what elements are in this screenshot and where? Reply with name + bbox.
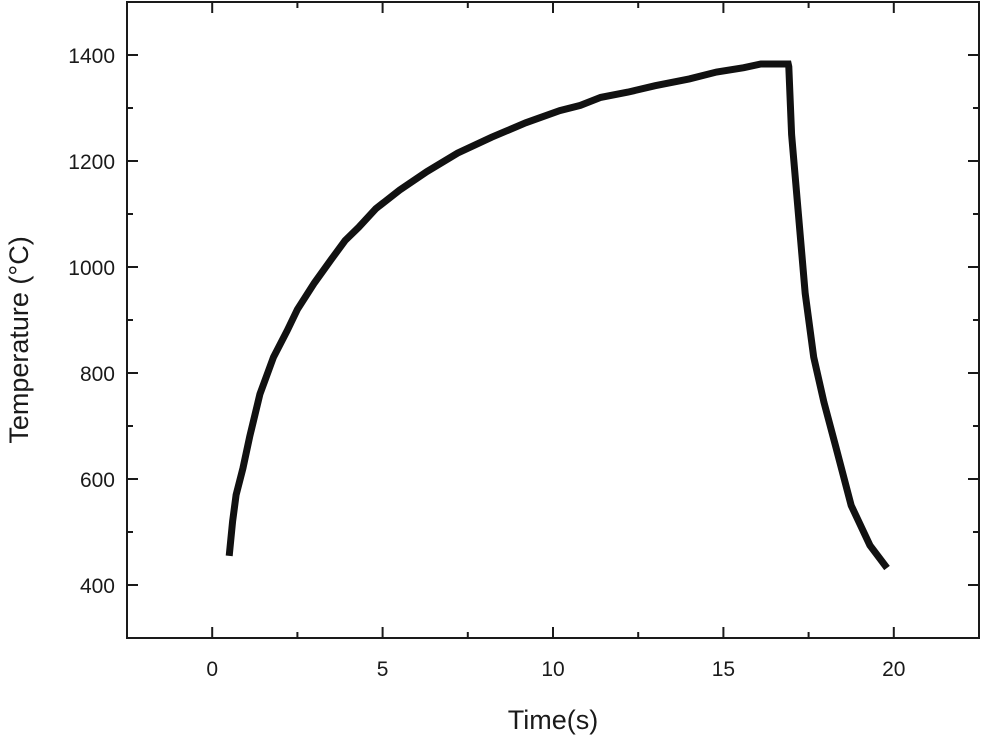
- tick-labels: 0 5 10 15 20 400 600 800 1000 1200 1400: [68, 45, 905, 681]
- axis-ticks: [126, 1, 980, 639]
- x-tick-label: 0: [206, 658, 218, 681]
- temperature-series-line: [225, 60, 890, 571]
- x-tick-label: 5: [377, 658, 389, 681]
- y-tick-label: 600: [80, 469, 115, 492]
- y-tick-label: 400: [80, 575, 115, 598]
- plot-frame: [126, 1, 980, 639]
- y-axis-title: Temperature (°C): [4, 236, 34, 443]
- y-tick-label: 800: [80, 363, 115, 386]
- y-tick-label: 1000: [68, 257, 115, 280]
- x-tick-label: 20: [882, 658, 905, 681]
- x-axis-title: Time(s): [508, 705, 598, 735]
- y-tick-label: 1400: [68, 45, 115, 68]
- x-tick-label: 15: [712, 658, 735, 681]
- x-tick-label: 10: [541, 658, 564, 681]
- y-tick-label: 1200: [68, 151, 115, 174]
